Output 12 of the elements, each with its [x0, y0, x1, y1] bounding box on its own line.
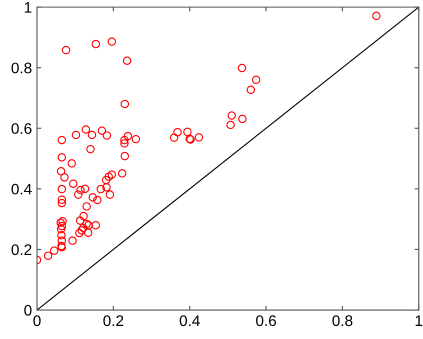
x-tick-label: 0.6 — [256, 315, 276, 326]
y-tick-label: 0 — [24, 304, 32, 316]
y-tick-label: 0.8 — [12, 62, 32, 74]
x-tick-label: 0 — [33, 315, 41, 326]
x-tick-label: 0.8 — [332, 315, 352, 326]
y-tick-label: 0.6 — [12, 123, 32, 134]
x-tick-label: 1 — [416, 315, 422, 326]
y-tick-label: 0.2 — [12, 244, 32, 256]
x-tick-label: 0.4 — [180, 315, 200, 326]
y-tick-label: 0.4 — [12, 184, 32, 195]
y-tick-label: 1 — [24, 2, 32, 13]
x-tick-label: 0.2 — [103, 315, 124, 326]
